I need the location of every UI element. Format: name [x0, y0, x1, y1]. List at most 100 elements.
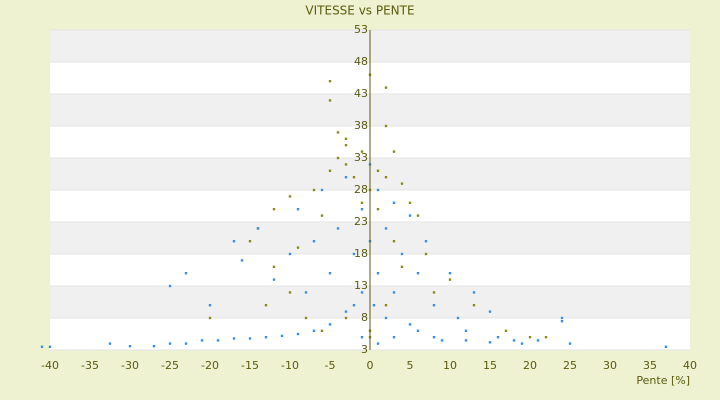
point [296, 208, 300, 211]
x-tick-label: 10 [443, 359, 457, 372]
point [544, 336, 548, 339]
point [408, 323, 412, 326]
point [108, 342, 112, 345]
point [328, 80, 332, 83]
point [304, 316, 308, 320]
point [344, 144, 348, 147]
x-tick-label: -5 [325, 359, 336, 372]
point [496, 336, 500, 339]
point [296, 332, 300, 336]
point [392, 291, 396, 294]
point [344, 176, 348, 179]
point [384, 124, 388, 128]
point [504, 329, 508, 332]
point [664, 345, 668, 348]
point [48, 345, 52, 348]
point [200, 339, 204, 342]
point [328, 272, 332, 275]
point [360, 150, 364, 153]
point [376, 188, 380, 192]
point [536, 339, 540, 342]
point [344, 163, 348, 166]
point [424, 240, 428, 243]
point [232, 240, 236, 243]
chart-title: VITESSE vs PENTE [305, 4, 414, 18]
point [568, 342, 572, 345]
point [432, 304, 436, 307]
x-tick-label: 40 [683, 359, 697, 372]
point [560, 320, 564, 323]
point [256, 227, 260, 230]
y-tick-label: 23 [354, 215, 368, 228]
point [272, 265, 276, 268]
point [376, 208, 380, 211]
point [376, 342, 380, 345]
point [384, 304, 388, 307]
point [448, 278, 452, 281]
point [352, 252, 356, 256]
y-tick-label: 13 [354, 279, 368, 292]
point [248, 240, 252, 243]
point [312, 188, 316, 192]
point [336, 156, 340, 160]
point [344, 137, 348, 140]
x-tick-label: 0 [367, 359, 374, 372]
point [248, 337, 252, 340]
y-tick-label: 48 [354, 55, 368, 68]
point [320, 214, 324, 217]
point [416, 329, 420, 332]
point [232, 337, 236, 340]
point [392, 240, 396, 243]
point [448, 272, 452, 275]
point [216, 339, 220, 342]
point [520, 342, 524, 345]
point [376, 169, 380, 172]
point [376, 272, 380, 275]
point [372, 304, 376, 307]
x-tick-label: -25 [161, 359, 179, 372]
point [264, 304, 268, 307]
point [328, 99, 332, 102]
point [416, 272, 420, 275]
point [272, 208, 276, 211]
point [464, 339, 468, 342]
point [384, 316, 388, 320]
point [264, 336, 268, 339]
point [432, 336, 436, 339]
y-tick-label: 3 [361, 343, 368, 356]
point [280, 334, 284, 338]
point [472, 291, 476, 294]
point [40, 345, 44, 348]
point [360, 291, 364, 294]
point [408, 214, 412, 217]
y-tick-label: 43 [354, 87, 368, 100]
point [416, 214, 420, 217]
x-tick-label: -40 [41, 359, 59, 372]
point [432, 291, 436, 294]
point [392, 336, 396, 339]
point [208, 304, 212, 307]
y-tick-label: 28 [354, 183, 368, 196]
point [392, 201, 396, 204]
point [312, 329, 316, 332]
x-tick-label: -35 [81, 359, 99, 372]
point [472, 304, 476, 307]
x-tick-label: 25 [563, 359, 577, 372]
y-tick-label: 33 [354, 151, 368, 164]
point [208, 316, 212, 320]
y-tick-label: 53 [354, 23, 368, 36]
y-tick-label: 8 [361, 311, 368, 324]
x-tick-label: 20 [523, 359, 537, 372]
point [456, 316, 460, 320]
x-tick-label: -30 [121, 359, 139, 372]
point [360, 201, 364, 204]
point [272, 278, 276, 281]
point [288, 195, 292, 198]
x-tick-label: -20 [201, 359, 219, 372]
point [400, 265, 404, 268]
point [328, 169, 332, 172]
point [392, 150, 396, 153]
x-tick-label: -15 [241, 359, 259, 372]
point [336, 227, 340, 230]
